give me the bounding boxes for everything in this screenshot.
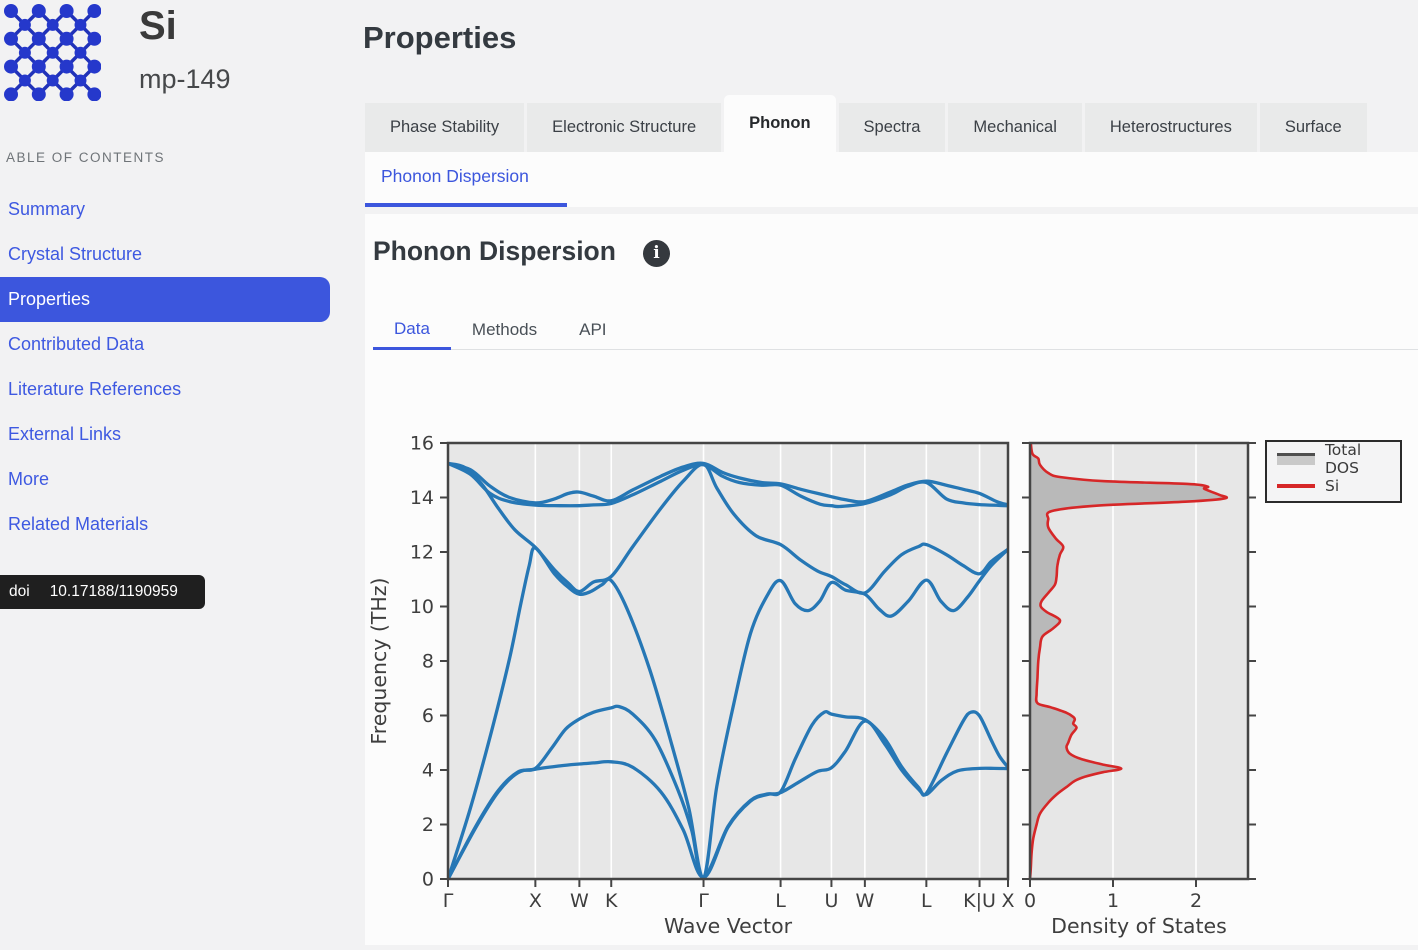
sidebar-item-summary[interactable]: Summary <box>8 199 86 219</box>
content-card: Phonon Dispersion i Data Methods API 0 2 4 6 8… <box>365 214 1418 945</box>
tab-phase-stability[interactable]: Phase Stability <box>365 103 525 152</box>
section-tab-bar: Data Methods API <box>373 310 1418 350</box>
legend-item-si: Si <box>1277 476 1400 496</box>
sidebar-item-properties[interactable]: Properties <box>0 277 330 322</box>
legend-label: Total DOS <box>1324 441 1362 477</box>
svg-text:Γ: Γ <box>443 890 454 912</box>
section-tab-methods[interactable]: Methods <box>471 320 538 339</box>
sidebar-item-related-materials[interactable]: Related Materials <box>8 514 149 534</box>
page-title: Properties <box>363 20 517 55</box>
subtab-phonon-dispersion[interactable]: Phonon Dispersion <box>381 166 529 186</box>
svg-text:2: 2 <box>1190 890 1202 912</box>
svg-text:K: K <box>605 890 618 912</box>
info-icon[interactable]: i <box>643 240 670 267</box>
svg-text:1: 1 <box>1107 890 1119 912</box>
svg-text:X: X <box>1001 890 1014 912</box>
tab-electronic-structure[interactable]: Electronic Structure <box>527 103 722 152</box>
tab-phonon[interactable]: Phonon <box>724 95 836 160</box>
svg-text:12: 12 <box>410 542 434 564</box>
svg-text:Frequency (THz): Frequency (THz) <box>370 577 391 744</box>
svg-text:2: 2 <box>422 814 434 836</box>
svg-text:W: W <box>855 890 874 912</box>
sidebar-item-contributed-data[interactable]: Contributed Data <box>8 334 145 354</box>
crystal-structure-logo <box>4 4 101 101</box>
sidebar-item-external-links[interactable]: External Links <box>8 424 122 444</box>
section-tab-data[interactable]: Data <box>373 310 451 350</box>
subtab-active-underline <box>365 203 567 207</box>
sidebar-item-literature-references[interactable]: Literature References <box>8 379 182 399</box>
tab-mechanical[interactable]: Mechanical <box>948 103 1082 152</box>
svg-text:4: 4 <box>422 760 434 782</box>
doi-label: doi <box>9 583 30 600</box>
subtab-strip: Phonon Dispersion <box>365 152 1418 207</box>
svg-text:10: 10 <box>410 596 434 618</box>
tab-surface[interactable]: Surface <box>1259 103 1367 152</box>
svg-text:Density of States: Density of States <box>1051 914 1227 938</box>
si-line-swatch <box>1277 484 1315 488</box>
svg-text:L: L <box>921 890 932 912</box>
svg-text:8: 8 <box>422 651 434 673</box>
doi-value: 10.17188/1190959 <box>49 583 178 600</box>
svg-text:U: U <box>824 890 838 912</box>
legend-item-total-dos: Total DOS <box>1277 441 1400 477</box>
svg-text:16: 16 <box>410 433 434 455</box>
doi-badge[interactable]: doi 10.17188/1190959 <box>0 575 205 609</box>
legend-label: Si <box>1325 477 1340 495</box>
svg-text:6: 6 <box>422 705 434 727</box>
sidebar-item-crystal-structure[interactable]: Crystal Structure <box>8 244 143 264</box>
material-formula: Si <box>139 4 177 48</box>
toc-heading: ABLE OF CONTENTS <box>6 150 166 165</box>
svg-text:14: 14 <box>410 487 434 509</box>
sidebar-item-more[interactable]: More <box>8 469 50 489</box>
svg-text:Wave Vector: Wave Vector <box>664 914 793 938</box>
svg-text:W: W <box>570 890 589 912</box>
svg-text:K|U: K|U <box>963 890 996 912</box>
chart-legend: Total DOS Si <box>1265 440 1402 503</box>
svg-text:0: 0 <box>422 869 434 891</box>
section-title: Phonon Dispersion <box>373 236 616 266</box>
section-tab-api[interactable]: API <box>579 320 607 339</box>
svg-text:0: 0 <box>1024 890 1036 912</box>
total-dos-swatch <box>1277 453 1315 465</box>
svg-text:L: L <box>775 890 786 912</box>
phonon-chart: 0 2 4 6 8 10 12 14 16 Γ X W K Γ L U W L K|U X 0 1 2 Wave Vector… <box>367 420 1410 945</box>
sidebar: Si mp-149 ABLE OF CONTENTS Summary Crysta… <box>0 0 365 945</box>
toc-list: Summary Crystal Structure Properties Contri… <box>0 187 365 547</box>
tab-spectra[interactable]: Spectra <box>838 103 946 152</box>
material-id: mp-149 <box>139 64 231 94</box>
svg-text:X: X <box>529 890 542 912</box>
svg-text:Γ: Γ <box>698 890 709 912</box>
tab-heterostructures[interactable]: Heterostructures <box>1084 103 1257 152</box>
tab-bar: Phase Stability Electronic Structure Phono… <box>365 95 1367 160</box>
